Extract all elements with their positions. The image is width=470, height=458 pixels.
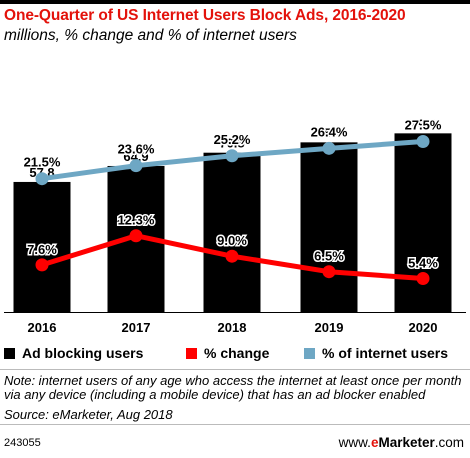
- point-label-change-2016: 7.6%: [27, 242, 57, 257]
- point-change-2016: [35, 258, 49, 272]
- x-tick-label-2017: 2017: [122, 320, 151, 335]
- legend-item-ad-blocking-users: Ad blocking users: [4, 345, 143, 361]
- legend-label-pct-change: % change: [204, 345, 270, 361]
- bar-2020: [394, 133, 452, 312]
- legend-swatch-ad-blocking-users: [4, 347, 15, 359]
- point-of-internet-users-2018: [225, 149, 239, 163]
- bar-2016: [13, 181, 71, 312]
- point-of-internet-users-2020: [416, 135, 430, 148]
- bar-label-2019: 75.4: [316, 125, 342, 140]
- chart-subtitle: millions, % change and % of internet use…: [4, 27, 297, 44]
- legend-swatch-pct-change: [186, 347, 197, 359]
- x-tick-label-2016: 2016: [28, 320, 57, 335]
- point-of-internet-users-2017: [129, 159, 143, 173]
- bar-label-2020: 79.4: [410, 116, 436, 131]
- emarketer-logo[interactable]: www.eMarketer.com: [339, 435, 464, 450]
- point-change-2017: [129, 229, 143, 243]
- chart-source: Source: eMarketer, Aug 2018: [4, 407, 173, 422]
- bar-label-2018: 70.8: [219, 136, 244, 151]
- bar-2019: [300, 142, 358, 312]
- point-of-internet-users-2019: [322, 141, 336, 155]
- brand-suffix: .com: [434, 435, 464, 450]
- x-tick-label-2019: 2019: [315, 320, 344, 335]
- brand-www: www.: [338, 435, 371, 450]
- legend-swatch-pct-internet-users: [304, 347, 315, 359]
- x-tick-label-2018: 2018: [218, 320, 247, 335]
- legend: Ad blocking users % change % of internet…: [4, 345, 470, 365]
- legend-label-ad-blocking-users: Ad blocking users: [22, 345, 144, 361]
- bar-label-2017: 64.9: [123, 149, 148, 164]
- brand-name: Marketer: [378, 435, 435, 450]
- legend-item-pct-change: % change: [186, 345, 269, 361]
- top-rule: [0, 0, 470, 4]
- point-change-2020: [416, 272, 430, 286]
- brand-e: e: [370, 435, 379, 450]
- point-label-change-2020: 5.4%: [408, 256, 438, 271]
- x-tick-label-2020: 2020: [409, 320, 438, 335]
- point-change-2018: [225, 249, 239, 263]
- chart-note: Note: internet users of any age who acce…: [4, 373, 462, 402]
- chart-title: One-Quarter of US Internet Users Block A…: [4, 7, 406, 24]
- point-label-of-internet-users-2016: 21.5%: [24, 155, 61, 170]
- point-label-change-2018: 9.0%: [217, 233, 247, 248]
- bar-2018: [203, 152, 261, 312]
- chart-id: 243055: [4, 437, 41, 449]
- point-of-internet-users-2016: [35, 172, 49, 186]
- point-label-of-internet-users-2020: 27.5%: [405, 118, 442, 133]
- divider-top: [0, 369, 470, 370]
- point-label-of-internet-users-2018: 25.2%: [214, 132, 251, 147]
- legend-label-pct-internet-users: % of internet users: [322, 345, 449, 361]
- point-label-of-internet-users-2019: 26.4%: [311, 124, 348, 139]
- legend-item-pct-internet-users: % of internet users: [304, 345, 448, 361]
- chart-area: 57.864.970.875.479.420162017201820192020…: [4, 116, 466, 335]
- point-change-2019: [322, 265, 336, 279]
- point-label-change-2017: 12.3%: [118, 213, 155, 228]
- point-label-change-2019: 6.5%: [314, 249, 344, 264]
- point-label-of-internet-users-2017: 23.6%: [118, 142, 155, 157]
- divider-bottom: [0, 424, 470, 425]
